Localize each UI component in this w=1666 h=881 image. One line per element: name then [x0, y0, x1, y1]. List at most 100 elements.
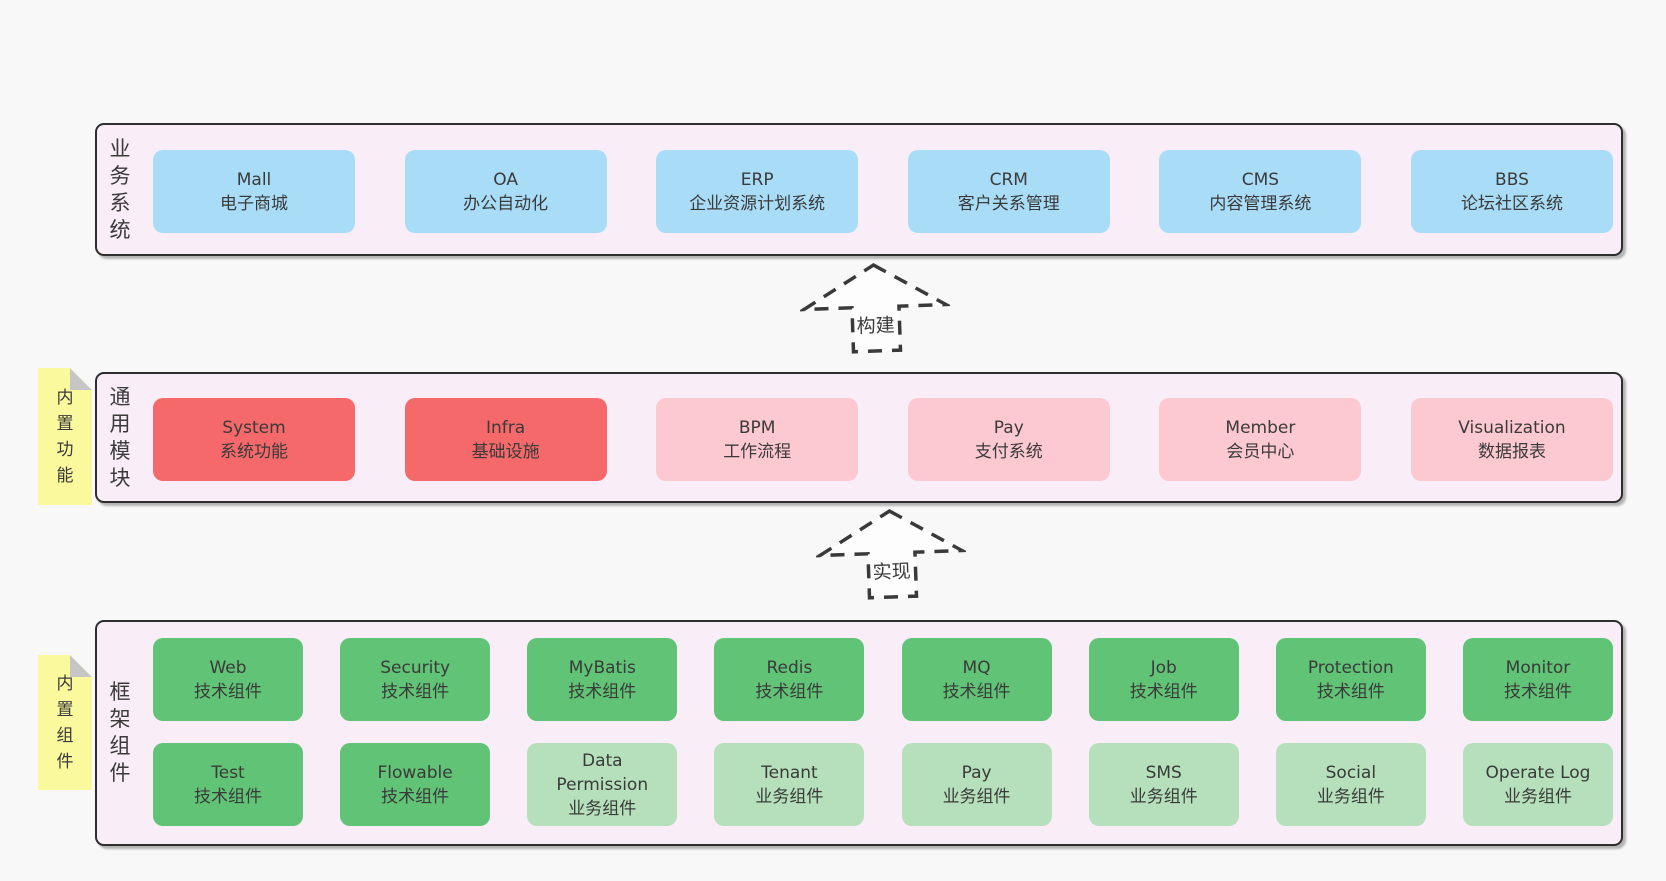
box-operate-log: Operate Log 业务组件	[1462, 743, 1613, 826]
box-bpm: BPM 工作流程	[656, 398, 859, 481]
box-title: Test	[211, 762, 245, 783]
box-title: Visualization	[1458, 417, 1566, 438]
note-text: 内置功能	[56, 387, 74, 486]
business-systems-row: Mall 电子商城 OA 办公自动化 ERP 企业资源计划系统 CRM 客户关系…	[153, 150, 1613, 233]
build-arrow-label: 构建	[855, 310, 897, 339]
box-title: Tenant	[761, 762, 818, 783]
box-monitor: Monitor 技术组件	[1462, 638, 1613, 721]
box-title: Web	[209, 657, 247, 678]
box-title: CRM	[989, 169, 1028, 190]
layer-common-modules-label: 通用模块	[109, 384, 131, 490]
box-erp: ERP 企业资源计划系统	[656, 150, 859, 233]
box-title: Monitor	[1505, 657, 1571, 678]
box-title: Protection	[1307, 657, 1394, 678]
box-bbs: BBS 论坛社区系统	[1410, 150, 1613, 233]
box-subtitle: 技术组件	[194, 786, 262, 807]
box-subtitle: 技术组件	[755, 681, 824, 702]
box-redis: Redis 技术组件	[714, 638, 865, 721]
box-title: Redis	[766, 657, 813, 678]
dashed-up-arrow-icon	[798, 262, 952, 354]
box-subtitle: 论坛社区系统	[1460, 193, 1563, 214]
folded-corner-icon	[70, 368, 92, 390]
box-data-permission: Data Permission 业务组件	[527, 743, 678, 826]
box-mybatis: MyBatis 技术组件	[527, 638, 678, 721]
framework-components-row1: Web 技术组件 Security 技术组件 MyBatis 技术组件 Redi…	[153, 638, 1613, 721]
box-subtitle: 技术组件	[194, 681, 262, 702]
box-subtitle: 数据报表	[1477, 441, 1546, 462]
box-title: Operate Log	[1485, 762, 1591, 783]
box-subtitle: 企业资源计划系统	[689, 193, 826, 214]
folded-corner-icon	[70, 655, 92, 677]
box-mq: MQ 技术组件	[901, 638, 1052, 721]
box-subtitle: 基础设施	[471, 441, 540, 462]
box-social: Social 业务组件	[1275, 743, 1426, 826]
box-title: Infra	[486, 417, 526, 438]
box-test: Test 技术组件	[153, 743, 303, 826]
box-subtitle: 技术组件	[1316, 681, 1385, 702]
box-subtitle: 内容管理系统	[1209, 193, 1312, 214]
box-pay-component: Pay 业务组件	[901, 743, 1052, 826]
box-subtitle: 技术组件	[1503, 681, 1572, 702]
box-title: System	[222, 417, 286, 438]
box-subtitle: 技术组件	[381, 786, 450, 807]
box-title: Member	[1225, 417, 1296, 438]
layer-framework-components-label: 框架组件	[109, 680, 131, 785]
box-title: SMS	[1145, 762, 1182, 783]
build-arrow: 构建	[798, 259, 952, 356]
box-pay-module: Pay 支付系统	[907, 398, 1110, 481]
box-subtitle: 业务组件	[1503, 786, 1572, 807]
box-title: ERP	[740, 169, 774, 190]
implement-arrow: 实现	[814, 505, 968, 602]
box-web: Web 技术组件	[153, 638, 303, 721]
box-title: MQ	[962, 657, 991, 678]
box-subtitle: 客户关系管理	[957, 193, 1060, 214]
box-title: Data Permission	[556, 750, 649, 795]
box-title: BPM	[738, 417, 776, 438]
layer-business-systems-label: 业务系统	[109, 136, 131, 242]
box-title: Pay	[961, 762, 992, 783]
box-infra: Infra 基础设施	[404, 398, 607, 481]
box-title: Job	[1150, 657, 1177, 678]
box-job: Job 技术组件	[1088, 638, 1239, 721]
box-oa: OA 办公自动化	[404, 150, 607, 233]
note-builtin-components: 内置组件	[38, 655, 92, 790]
box-tenant: Tenant 业务组件	[714, 743, 865, 826]
box-title: Security	[380, 657, 451, 678]
box-subtitle: 业务组件	[755, 786, 824, 807]
box-subtitle: 业务组件	[1316, 786, 1385, 807]
box-title: Mall	[236, 169, 272, 190]
box-title: OA	[493, 169, 518, 190]
box-subtitle: 业务组件	[568, 798, 637, 819]
box-subtitle: 业务组件	[1129, 786, 1198, 807]
box-title: MyBatis	[568, 657, 636, 678]
box-title: Flowable	[377, 762, 453, 783]
box-member: Member 会员中心	[1159, 398, 1362, 481]
layer-framework-components: 框架组件 Web 技术组件 Security 技术组件 MyBatis 技术组件…	[95, 620, 1623, 846]
box-title: CMS	[1241, 169, 1280, 190]
box-crm: CRM 客户关系管理	[907, 150, 1110, 233]
box-title: Social	[1325, 762, 1377, 783]
framework-components-row2: Test 技术组件 Flowable 技术组件 Data Permission …	[153, 743, 1613, 826]
box-subtitle: 技术组件	[1129, 681, 1198, 702]
layer-business-systems: 业务系统 Mall 电子商城 OA 办公自动化 ERP 企业资源计划系统 CRM…	[95, 123, 1623, 256]
box-subtitle: 办公自动化	[463, 193, 549, 214]
box-subtitle: 技术组件	[568, 681, 637, 702]
box-subtitle: 技术组件	[381, 681, 450, 702]
box-subtitle: 支付系统	[974, 441, 1043, 462]
common-modules-row: System 系统功能 Infra 基础设施 BPM 工作流程 Pay 支付系统…	[153, 398, 1613, 481]
box-subtitle: 业务组件	[942, 786, 1011, 807]
note-text: 内置组件	[56, 673, 74, 772]
note-builtin-features: 内置功能	[38, 368, 92, 505]
box-protection: Protection 技术组件	[1275, 638, 1426, 721]
box-subtitle: 工作流程	[723, 441, 792, 462]
box-mall: Mall 电子商城	[153, 150, 355, 233]
layer-common-modules: 通用模块 System 系统功能 Infra 基础设施 BPM 工作流程 Pay…	[95, 372, 1623, 503]
box-visualization: Visualization 数据报表	[1410, 398, 1613, 481]
box-subtitle: 系统功能	[220, 441, 288, 462]
dashed-up-arrow-icon	[814, 508, 968, 600]
box-security: Security 技术组件	[340, 638, 491, 721]
box-flowable: Flowable 技术组件	[340, 743, 491, 826]
implement-arrow-label: 实现	[871, 556, 913, 585]
box-subtitle: 电子商城	[220, 193, 288, 214]
